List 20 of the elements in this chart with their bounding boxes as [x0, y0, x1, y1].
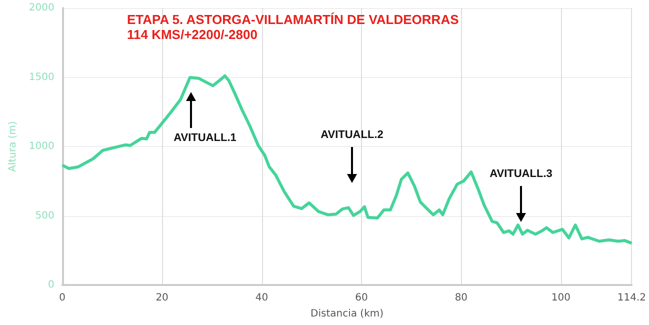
x-axis-title: Distancia (km) [310, 308, 384, 320]
x-tick-label: 0 [59, 292, 66, 304]
line-series [60, 74, 634, 245]
chart-title: ETAPA 5. ASTORGA-VILLAMARTÍN DE VALDEORRAS [127, 12, 460, 27]
x-tick-label: 80 [454, 292, 468, 304]
annotation: AVITUALL.1 [174, 132, 236, 144]
annotation: AVITUALL.2 [320, 129, 384, 141]
x-tick-label: 20 [156, 292, 168, 304]
x-tick-label: 60 [355, 292, 368, 304]
y-tick-label: 0 [48, 280, 54, 290]
annotation: AVITUALL.3 [490, 168, 552, 180]
x-tick-label: 40 [255, 292, 268, 304]
x-tick-label: 100 [551, 292, 570, 304]
y-tick-label: 500 [35, 210, 54, 222]
y-tick-label: 2000 [28, 2, 54, 14]
y-axis-title: Altura (m) [8, 120, 18, 172]
x-tick-label: 114.2 [617, 292, 646, 304]
text: 114 KMS/+2200/-2800 [127, 27, 258, 42]
y-tick-label: 1500 [28, 72, 54, 83]
y-tick-label: 1000 [28, 141, 54, 152]
